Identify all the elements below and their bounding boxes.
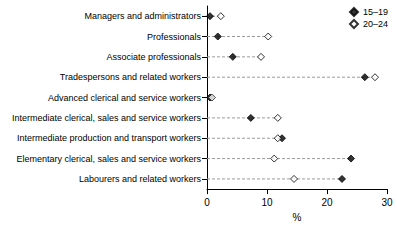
svg-text:Intermediate production and tr: Intermediate production and transport wo… [17, 133, 202, 143]
svg-text:0: 0 [204, 197, 210, 208]
svg-text:Labourers and related workers: Labourers and related workers [79, 174, 202, 184]
svg-text:Professionals: Professionals [147, 32, 202, 42]
svg-text:15–19: 15–19 [363, 7, 388, 17]
svg-text:Tradespersons and related work: Tradespersons and related workers [60, 72, 202, 82]
svg-text:Advanced clerical and service: Advanced clerical and service workers [48, 93, 202, 103]
svg-text:30: 30 [381, 197, 393, 208]
svg-text:%: % [293, 212, 302, 223]
svg-text:20–24: 20–24 [363, 19, 388, 29]
svg-text:Managers and administrators: Managers and administrators [84, 11, 201, 21]
svg-text:Intermediate clerical, sales a: Intermediate clerical, sales and service… [12, 113, 202, 123]
svg-text:20: 20 [321, 197, 333, 208]
svg-text:Elementary clerical, sales and: Elementary clerical, sales and service w… [16, 154, 201, 164]
svg-text:10: 10 [261, 197, 273, 208]
svg-text:Associate professionals: Associate professionals [106, 52, 201, 62]
